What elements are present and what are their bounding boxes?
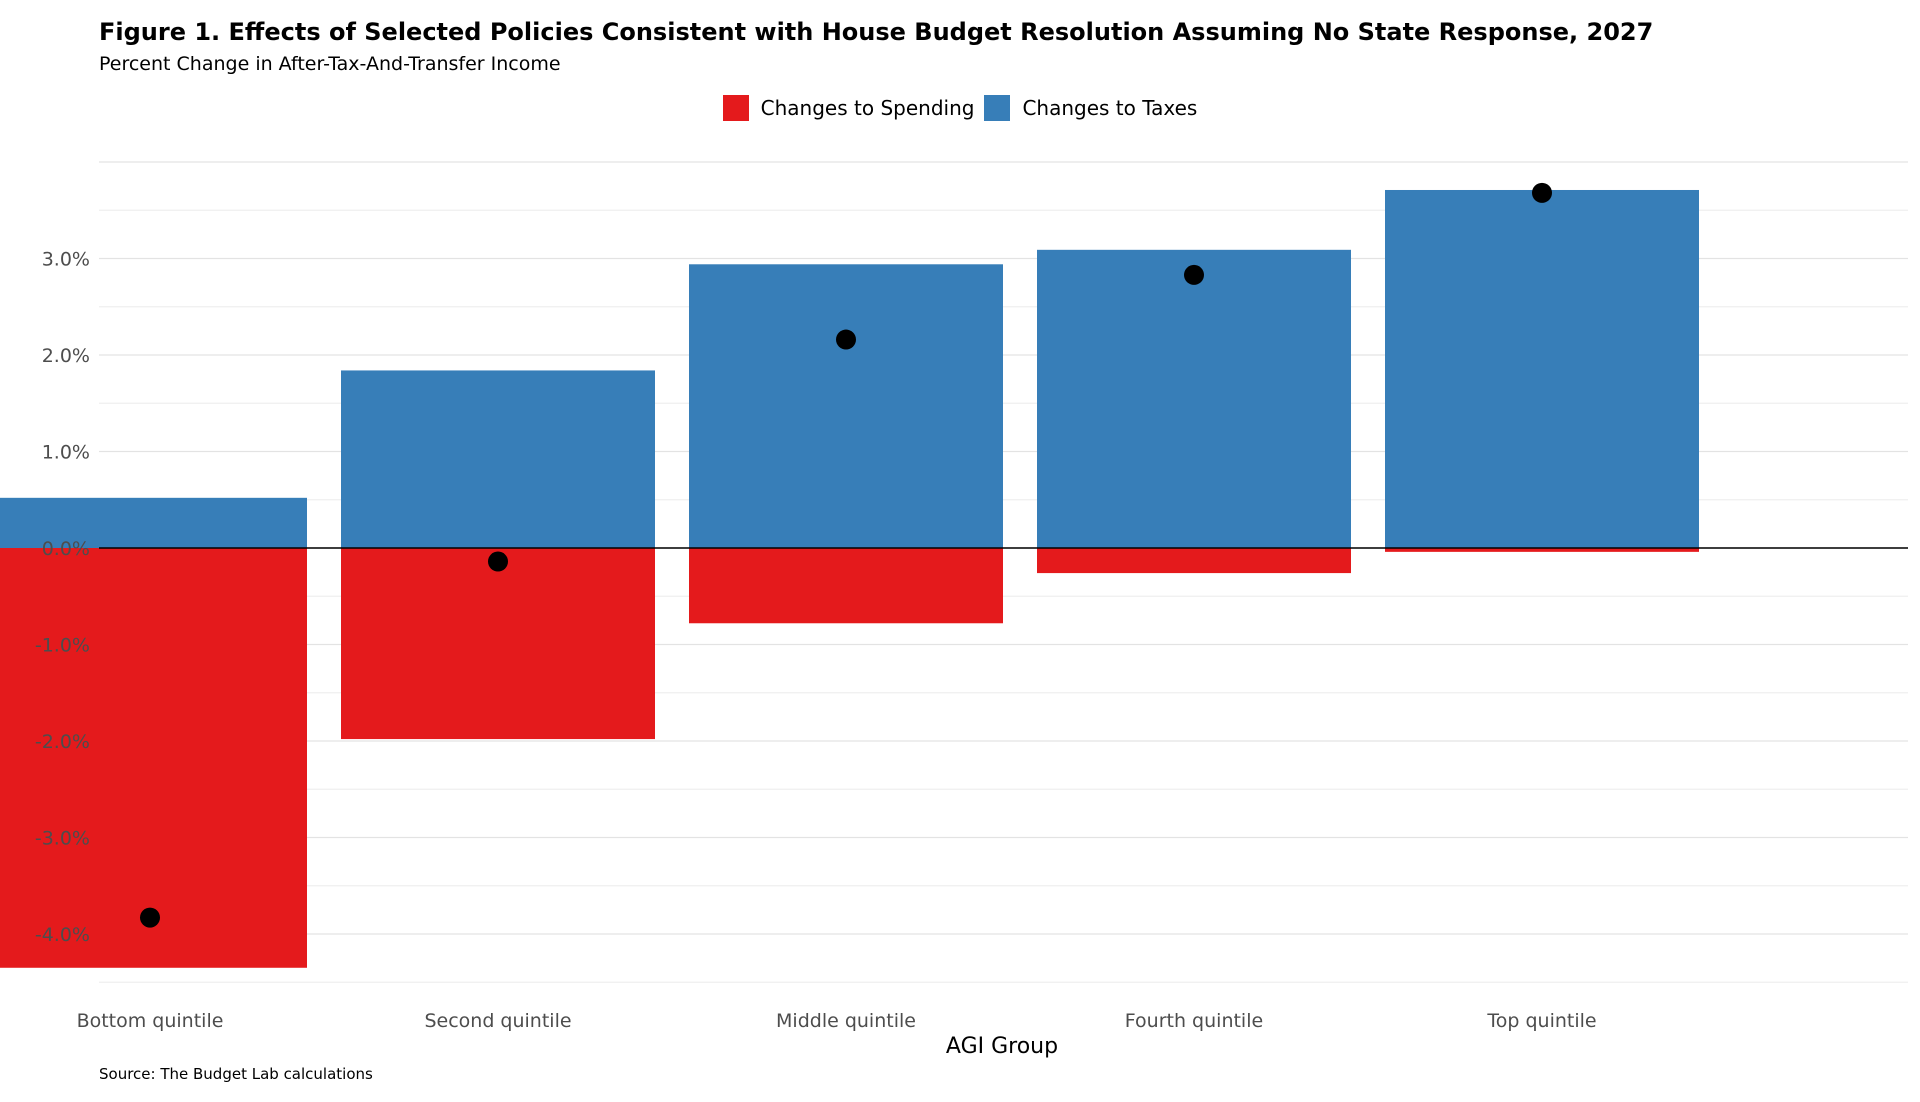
x-tick-label: Fourth quintile (1125, 1010, 1263, 1032)
y-axis-ticks: -4.0% -3.0% -2.0% -1.0% 0.0% 1.0% 2.0% 3.0% (35, 249, 90, 947)
y-tick-label: 1.0% (42, 442, 90, 464)
spending-bar-3 (689, 548, 1003, 624)
taxes-bar-2 (341, 370, 655, 548)
net-point-4 (1184, 264, 1204, 285)
x-tick-label: Top quintile (1486, 1010, 1596, 1032)
legend-item-taxes: Changes to Taxes (984, 95, 1197, 121)
net-point-1 (140, 907, 160, 928)
y-tick-label: -2.0% (35, 731, 90, 753)
net-point-5 (1532, 182, 1552, 203)
legend-swatch-taxes (984, 95, 1011, 121)
y-tick-label: 2.0% (42, 345, 90, 367)
net-point-2 (488, 551, 508, 572)
x-tick-label: Bottom quintile (77, 1010, 224, 1032)
spending-bar-5 (1385, 548, 1699, 552)
x-tick-label: Middle quintile (776, 1010, 916, 1032)
legend-label-taxes: Changes to Taxes (1022, 96, 1198, 120)
taxes-bar-4 (1037, 249, 1351, 548)
net-point-3 (836, 329, 856, 350)
y-tick-label: -3.0% (35, 828, 90, 850)
chart-subtitle: Percent Change in After-Tax-And-Transfer… (99, 53, 561, 75)
y-tick-label: 0.0% (42, 538, 90, 560)
x-tick-label: Second quintile (424, 1010, 571, 1032)
bars (0, 189, 1699, 968)
spending-bar-1 (0, 548, 307, 968)
y-tick-label: -1.0% (35, 635, 90, 657)
chart-legend: Changes to Spending Changes to Taxes (0, 94, 1920, 122)
spending-bar-2 (341, 548, 655, 740)
taxes-bar-1 (0, 497, 307, 548)
x-axis-ticks: Bottom quintile Second quintile Middle qui… (77, 1010, 1597, 1032)
legend-swatch-spending (722, 95, 749, 121)
legend-label-spending: Changes to Spending (760, 96, 975, 120)
y-tick-label: -4.0% (35, 924, 90, 946)
source-note: Source: The Budget Lab calculations (99, 1065, 373, 1083)
legend-item-spending: Changes to Spending (722, 95, 975, 121)
y-tick-label: 3.0% (42, 249, 90, 271)
chart-title: Figure 1. Effects of Selected Policies C… (99, 18, 1654, 46)
taxes-bar-3 (689, 264, 1003, 548)
net-points (140, 182, 1552, 928)
spending-bar-4 (1037, 548, 1351, 574)
x-axis-title: AGI Group (946, 1034, 1058, 1059)
taxes-bar-5 (1385, 189, 1699, 549)
